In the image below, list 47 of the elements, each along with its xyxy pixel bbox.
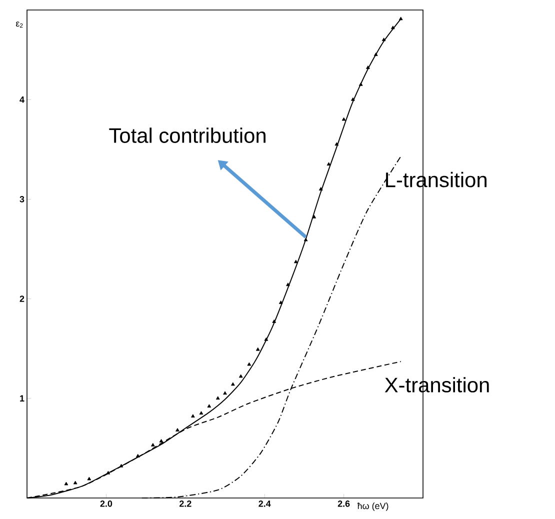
point xyxy=(199,411,204,415)
point xyxy=(191,414,195,418)
point xyxy=(286,282,290,286)
point xyxy=(398,16,403,20)
x-tick-label: 2.6 xyxy=(338,500,350,507)
y-tick-label: 3 xyxy=(20,196,24,202)
point xyxy=(256,347,260,351)
point xyxy=(294,260,298,264)
annotation: Total contribution xyxy=(109,128,266,143)
point xyxy=(312,214,316,218)
y-tick-label: 2 xyxy=(20,296,24,302)
point xyxy=(136,454,140,458)
point xyxy=(73,480,78,484)
point xyxy=(390,26,395,30)
point xyxy=(342,117,346,121)
point xyxy=(358,82,363,86)
x-axis-title: ħω (eV) xyxy=(357,502,388,511)
point xyxy=(87,476,92,480)
x-tick-label: 2.2 xyxy=(179,500,192,507)
point xyxy=(207,404,212,408)
point xyxy=(318,187,323,190)
point xyxy=(230,382,235,386)
point xyxy=(247,362,252,366)
point xyxy=(374,52,378,56)
point xyxy=(382,38,386,42)
x-tick-label: 2.0 xyxy=(100,500,112,507)
point xyxy=(326,162,331,166)
point xyxy=(278,300,283,304)
y-tick-label: 1 xyxy=(20,395,24,402)
point xyxy=(159,439,164,442)
x-tick-label: 2.4 xyxy=(258,500,271,507)
point xyxy=(216,396,220,400)
point xyxy=(176,428,180,432)
point xyxy=(151,443,155,446)
point xyxy=(272,320,276,323)
y-axis-title: ε$_{2}$ xyxy=(16,22,23,28)
point xyxy=(64,482,68,486)
point xyxy=(106,470,110,474)
point xyxy=(366,66,370,69)
point xyxy=(350,97,355,101)
point xyxy=(264,337,268,341)
y-tick-label: 4 xyxy=(20,96,24,103)
point xyxy=(119,464,124,468)
point xyxy=(304,238,308,242)
point xyxy=(238,374,243,378)
point xyxy=(223,391,227,395)
point xyxy=(334,142,339,146)
